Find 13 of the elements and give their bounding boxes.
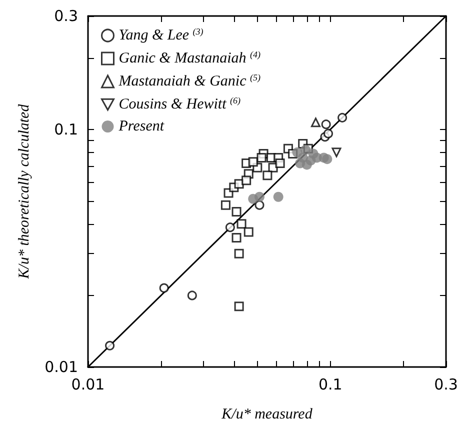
x-tick-label: 0.01 [71, 376, 105, 394]
legend-label: Present [118, 118, 165, 134]
legend-label: Ganic & Mastanaiah (4) [118, 50, 260, 66]
legend-label: Yang & Lee (3) [118, 26, 204, 44]
y-tick-label: 0.3 [54, 7, 78, 25]
y-tick-label: 0.1 [54, 120, 78, 138]
x-tick-label: 0.3 [434, 376, 458, 394]
x-axis-title: K/u* measured [220, 406, 313, 422]
y-tick-label: 0.01 [44, 358, 78, 376]
x-tick-label: 0.1 [318, 376, 342, 394]
y-axis-title: K/u* theoretically calculated [16, 104, 32, 280]
legend-label: Mastanaiah & Ganic (5) [118, 72, 260, 90]
legend-label: Cousins & Hewitt (6) [118, 96, 241, 112]
